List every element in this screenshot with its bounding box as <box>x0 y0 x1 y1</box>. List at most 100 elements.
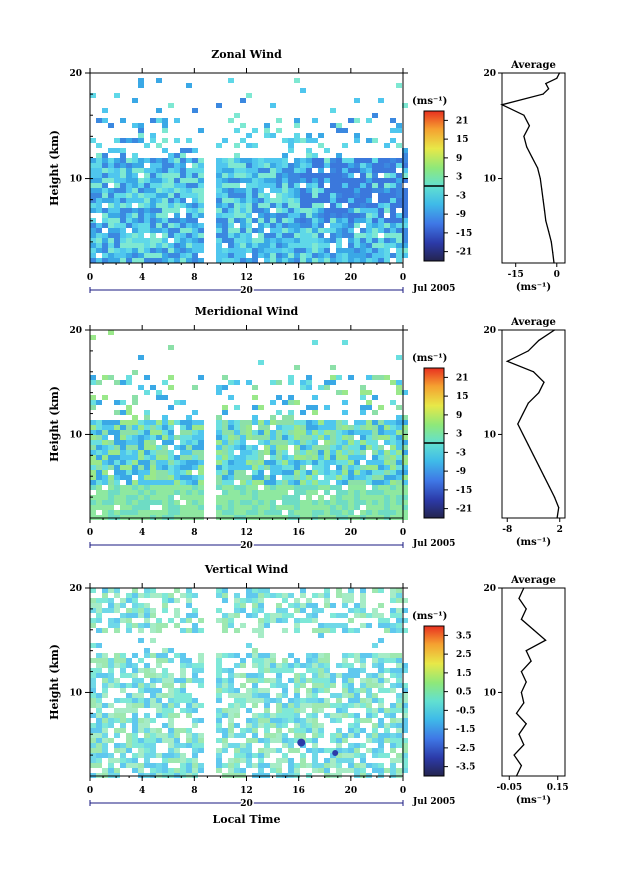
heatmap-cell <box>318 253 324 258</box>
heatmap-cell <box>114 593 120 598</box>
heatmap-cell <box>258 490 264 495</box>
heatmap-cell <box>108 505 114 510</box>
heatmap-cell <box>390 188 396 193</box>
heatmap-cell <box>186 148 192 153</box>
heatmap-cell <box>324 678 330 683</box>
heatmap-cell <box>186 193 192 198</box>
colorbar-tick-label: 1.5 <box>456 669 472 679</box>
heatmap-cell <box>402 233 408 238</box>
heatmap-cell <box>222 470 228 475</box>
heatmap-cell <box>366 460 372 465</box>
heatmap-cell <box>222 138 228 143</box>
heatmap-cell <box>168 460 174 465</box>
heatmap-cell <box>156 258 162 263</box>
heatmap-cell <box>264 238 270 243</box>
heatmap-cell <box>108 445 114 450</box>
heatmap-cell <box>174 598 180 603</box>
heatmap-cell <box>270 203 276 208</box>
heatmap-cell <box>138 203 144 208</box>
heatmap-cell <box>294 480 300 485</box>
heatmap-cell <box>318 608 324 613</box>
heatmap-cell <box>162 668 168 673</box>
heatmap-cell <box>240 753 246 758</box>
heatmap-cell <box>144 425 150 430</box>
heatmap-cell <box>222 435 228 440</box>
heatmap-cell <box>162 738 168 743</box>
heatmap-cell <box>198 500 204 505</box>
heatmap-cell <box>96 158 102 163</box>
x-tick-label: 8 <box>191 528 197 538</box>
heatmap-cell <box>156 470 162 475</box>
heatmap-cell <box>186 510 192 515</box>
heatmap-cell <box>246 445 252 450</box>
heatmap-cell <box>306 218 312 223</box>
heatmap-cell <box>150 450 156 455</box>
heatmap-cell <box>186 248 192 253</box>
heatmap-cell <box>126 158 132 163</box>
heatmap-cell <box>270 258 276 263</box>
heatmap-cell <box>96 450 102 455</box>
heatmap-cell <box>246 238 252 243</box>
heatmap-cell <box>396 158 402 163</box>
heatmap-cell <box>222 375 228 380</box>
heatmap-cell <box>198 470 204 475</box>
heatmap-cell <box>174 490 180 495</box>
heatmap-cell <box>198 188 204 193</box>
heatmap-cell <box>300 243 306 248</box>
heatmap-cell <box>348 608 354 613</box>
heatmap-cell <box>378 243 384 248</box>
heatmap-cell <box>390 118 396 123</box>
heatmap-cell <box>114 158 120 163</box>
heatmap-cell <box>342 435 348 440</box>
heatmap-cell <box>192 678 198 683</box>
heatmap-cell <box>102 243 108 248</box>
heatmap-cell <box>390 455 396 460</box>
heatmap-cell <box>126 718 132 723</box>
heatmap-cell <box>150 623 156 628</box>
heatmap-cell <box>366 218 372 223</box>
heatmap-cell <box>102 435 108 440</box>
heatmap-cell <box>258 203 264 208</box>
heatmap-cell <box>366 228 372 233</box>
heatmap-cell <box>102 738 108 743</box>
heatmap-cell <box>282 758 288 763</box>
heatmap-cell <box>144 198 150 203</box>
heatmap-cell <box>258 678 264 683</box>
heatmap-cell <box>240 138 246 143</box>
heatmap-cell <box>276 158 282 163</box>
heatmap-cell <box>318 723 324 728</box>
heatmap-cell <box>168 475 174 480</box>
heatmap-cell <box>306 510 312 515</box>
heatmap-cell <box>234 608 240 613</box>
heatmap-cell <box>276 233 282 238</box>
heatmap-cell <box>90 460 96 465</box>
heatmap-cell <box>138 208 144 213</box>
heatmap-cell <box>246 183 252 188</box>
heatmap-cell <box>162 480 168 485</box>
heatmap-cell <box>234 598 240 603</box>
x-tick-label: 12 <box>240 786 253 796</box>
heatmap-cell <box>354 688 360 693</box>
heatmap-cell <box>330 228 336 233</box>
heatmap-cell <box>138 228 144 233</box>
heatmap-cell <box>390 653 396 658</box>
heatmap-cell <box>102 420 108 425</box>
heatmap-cell <box>318 188 324 193</box>
heatmap-cell <box>330 188 336 193</box>
heatmap-cell <box>192 733 198 738</box>
heatmap-cell <box>384 505 390 510</box>
heatmap-cell <box>306 198 312 203</box>
heatmap-cell <box>168 698 174 703</box>
heatmap-cell <box>318 470 324 475</box>
heatmap-cell <box>120 420 126 425</box>
heatmap-cell <box>324 768 330 773</box>
heatmap-cell <box>168 713 174 718</box>
heatmap-cell <box>168 178 174 183</box>
heatmap-cell <box>264 593 270 598</box>
heatmap-cell <box>156 183 162 188</box>
heatmap-cell <box>276 768 282 773</box>
heatmap-cell <box>336 445 342 450</box>
heatmap-cell <box>108 168 114 173</box>
heatmap-cell <box>186 708 192 713</box>
heatmap-cell <box>306 475 312 480</box>
